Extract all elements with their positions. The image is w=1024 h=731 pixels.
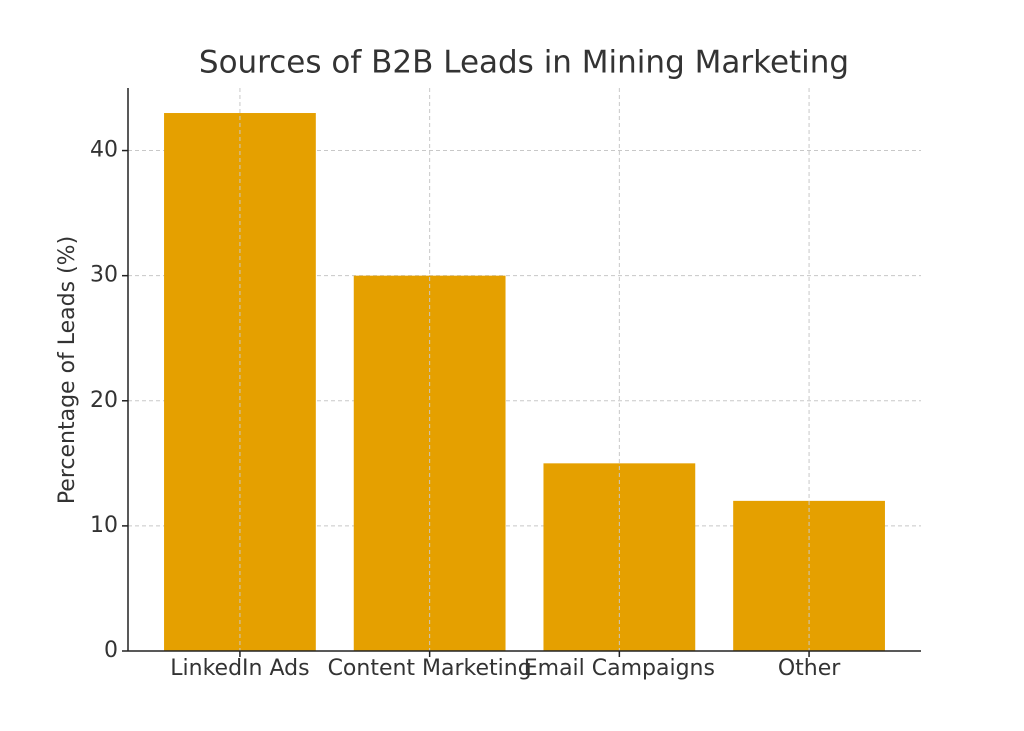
y-tick-label: 30 <box>90 263 118 288</box>
y-tick-label: 20 <box>90 388 118 413</box>
x-tick-label: Email Campaigns <box>524 656 715 681</box>
x-tick-label: Other <box>778 656 841 681</box>
y-tick-label: 0 <box>104 638 118 663</box>
y-axis-label: Percentage of Leads (%) <box>55 236 80 504</box>
x-tick-label: Content Marketing <box>328 656 532 681</box>
y-tick-label: 10 <box>90 513 118 538</box>
y-tick-label: 40 <box>90 138 118 163</box>
chart-title: Sources of B2B Leads in Mining Marketing <box>199 45 849 81</box>
x-tick-label: LinkedIn Ads <box>170 656 309 681</box>
